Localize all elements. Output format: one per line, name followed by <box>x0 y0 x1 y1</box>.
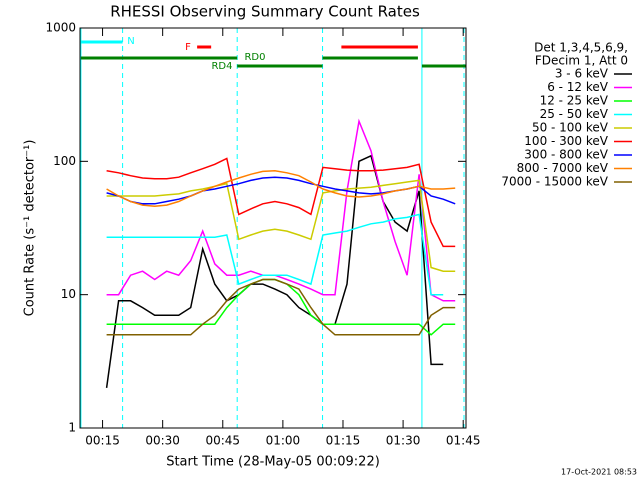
series-line <box>106 213 444 296</box>
legend-label: 6 - 12 keV <box>547 80 609 94</box>
x-tick-label: 01:15 <box>326 434 361 448</box>
x-axis-label: Start Time (28-May-05 00:09:22) <box>166 455 380 470</box>
x-tick-label: 00:15 <box>85 434 120 448</box>
series-line <box>106 278 456 336</box>
x-tick-label: 01:00 <box>266 434 301 448</box>
series-line <box>105 154 444 389</box>
series-line <box>106 118 456 302</box>
x-tick-label: 00:45 <box>205 434 240 448</box>
flag-label: F <box>185 42 191 53</box>
flag-label: N <box>127 36 134 47</box>
footer: 17-Oct-2021 08:53 <box>561 468 637 477</box>
legend-header: FDecim 1, Att 0 <box>535 54 628 68</box>
series-line <box>106 157 456 248</box>
legend-label: 7000 - 15000 keV <box>501 175 608 189</box>
legend-label: 300 - 800 keV <box>524 148 608 162</box>
y-tick-label: 10 <box>61 287 76 301</box>
y-tick-label: 100 <box>53 154 76 168</box>
legend-label: 100 - 300 keV <box>524 134 608 148</box>
y-tick-label: 1 <box>68 421 76 435</box>
legend-label: 25 - 50 keV <box>540 107 609 121</box>
legend-header: Det 1,3,4,5,6,9, <box>534 41 628 55</box>
chart-title: RHESSI Observing Summary Count Rates <box>110 3 420 21</box>
flag-label: RD4 <box>211 61 232 72</box>
flag-label: RD0 <box>244 52 265 63</box>
series-line <box>106 169 456 208</box>
legend-label: 50 - 100 keV <box>532 121 609 135</box>
legend-label: 800 - 7000 keV <box>517 161 609 175</box>
plot-frame <box>79 27 467 429</box>
y-tick-label: 1000 <box>45 21 76 35</box>
x-tick-label: 00:30 <box>145 434 180 448</box>
x-tick-label: 01:30 <box>386 434 421 448</box>
y-axis-label: Count Rate (s⁻¹ detector⁻¹) <box>23 140 38 317</box>
series-line <box>106 179 456 272</box>
legend-label: 12 - 25 keV <box>540 94 609 108</box>
x-tick-label: 01:45 <box>446 434 481 448</box>
legend-label: 3 - 6 keV <box>555 67 609 81</box>
